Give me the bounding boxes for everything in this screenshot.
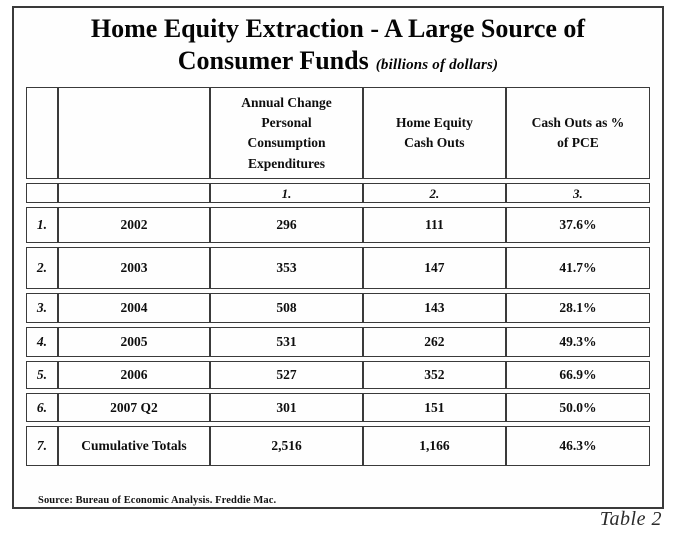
column-number-row: 1. 2. 3. [26, 183, 650, 204]
year-cell: Cumulative Totals [57, 426, 211, 467]
title-unit-note: (billions of dollars) [375, 56, 499, 73]
year-cell: 2002 [57, 207, 211, 244]
pct-value-cell: 28.1% [505, 293, 650, 324]
title-line-1: Home Equity Extraction - A Large Source … [90, 14, 586, 43]
year-cell: 2006 [57, 361, 211, 390]
table-row-2004: 3. 2004 508 143 28.1% [26, 293, 650, 324]
document-frame: Home Equity Extraction - A Large Source … [12, 6, 664, 509]
pce-value-cell: 531 [210, 327, 363, 358]
title-line-2: Consumer Funds (billions of dollars) [14, 45, 662, 77]
row-number-cell: 2. [26, 247, 58, 290]
document-title: Home Equity Extraction - A Large Source … [14, 13, 662, 76]
source-note: Source: Bureau of Economic Analysis. Fre… [38, 495, 277, 507]
cashouts-value-cell: 147 [362, 247, 506, 290]
pce-value-cell: 353 [210, 247, 363, 290]
table-row-cumulative-totals: 7. Cumulative Totals 2,516 1,166 46.3% [26, 426, 650, 467]
data-table: Annual Change Personal Consumption Expen… [26, 83, 650, 470]
pce-value-cell: 527 [210, 361, 363, 390]
pct-value-cell: 66.9% [505, 361, 650, 390]
cashouts-value-cell: 143 [362, 293, 506, 324]
cashouts-value-cell: 352 [362, 361, 506, 390]
header-cell-empty-year [57, 87, 211, 180]
header-cell-empty-num [26, 87, 58, 180]
table-row-2003: 2. 2003 353 147 41.7% [26, 247, 650, 290]
data-table-container: Annual Change Personal Consumption Expen… [26, 83, 650, 470]
pct-value-cell: 46.3% [505, 426, 650, 467]
title-line-2-text: Consumer Funds [177, 45, 369, 75]
table-row-2002: 1. 2002 296 111 37.6% [26, 207, 650, 244]
pct-value-cell: 50.0% [505, 393, 650, 423]
cashouts-value-cell: 111 [362, 207, 506, 244]
cashouts-value-cell: 151 [362, 393, 506, 423]
pce-value-cell: 508 [210, 293, 363, 324]
pce-value-cell: 2,516 [210, 426, 363, 467]
row-number-cell: 4. [26, 327, 58, 358]
year-cell: 2007 Q2 [57, 393, 211, 423]
row-number-cell: 6. [26, 393, 58, 423]
row-number-cell: 5. [26, 361, 58, 390]
year-cell: 2003 [57, 247, 211, 290]
row-number-cell: 3. [26, 293, 58, 324]
colnum-cell-3: 3. [505, 183, 650, 204]
pct-value-cell: 49.3% [505, 327, 650, 358]
colnum-cell-empty-num [26, 183, 58, 204]
pce-value-cell: 296 [210, 207, 363, 244]
header-cell-cashouts: Home Equity Cash Outs [362, 87, 506, 180]
row-number-cell: 7. [26, 426, 58, 467]
colnum-cell-empty-year [57, 183, 211, 204]
row-number-cell: 1. [26, 207, 58, 244]
colnum-cell-2: 2. [362, 183, 506, 204]
pce-value-cell: 301 [210, 393, 363, 423]
header-cell-pct: Cash Outs as % of PCE [505, 87, 650, 180]
header-cell-pce: Annual Change Personal Consumption Expen… [210, 87, 363, 180]
year-cell: 2005 [57, 327, 211, 358]
table-row-2007q2: 6. 2007 Q2 301 151 50.0% [26, 393, 650, 423]
colnum-cell-1: 1. [210, 183, 363, 204]
cashouts-value-cell: 262 [362, 327, 506, 358]
table-row-2005: 4. 2005 531 262 49.3% [26, 327, 650, 358]
table-header-row: Annual Change Personal Consumption Expen… [26, 87, 650, 180]
pct-value-cell: 41.7% [505, 247, 650, 290]
table-row-2006: 5. 2006 527 352 66.9% [26, 361, 650, 390]
table-caption: Table 2 [599, 508, 662, 530]
year-cell: 2004 [57, 293, 211, 324]
cashouts-value-cell: 1,166 [362, 426, 506, 467]
pct-value-cell: 37.6% [505, 207, 650, 244]
